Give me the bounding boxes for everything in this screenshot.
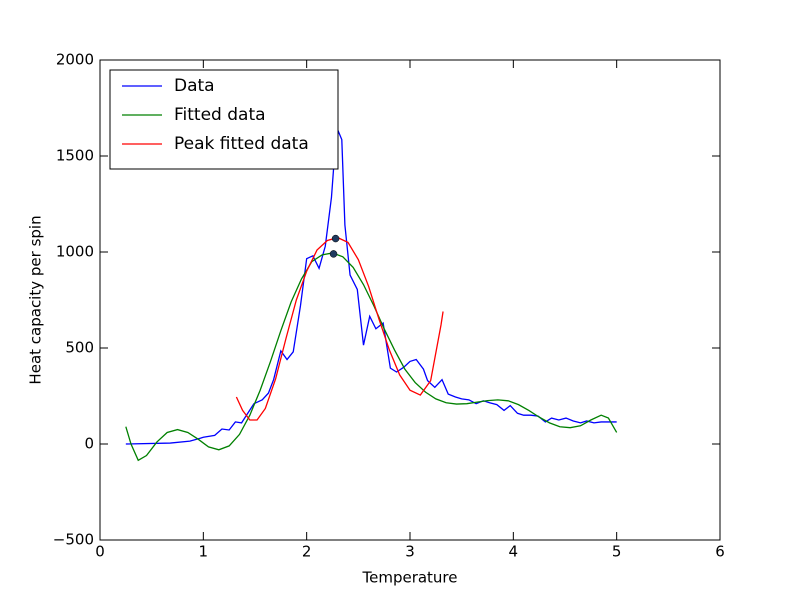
- y-tick-label: 500: [65, 339, 94, 357]
- x-tick-label: 3: [405, 543, 415, 561]
- data-line: [125, 252, 618, 462]
- y-tick-label: 2000: [56, 51, 94, 69]
- x-tick-label: 4: [509, 543, 519, 561]
- x-tick-label: 5: [612, 543, 622, 561]
- plot-area: [125, 126, 618, 462]
- x-axis-label: Temperature: [361, 569, 457, 587]
- legend-label: Data: [174, 76, 215, 96]
- y-tick-label: −500: [53, 531, 94, 549]
- y-axis-label: Heat capacity per spin: [27, 215, 45, 384]
- x-tick-label: 6: [715, 543, 725, 561]
- peak-marker: [331, 234, 340, 243]
- y-tick-label: 0: [84, 435, 94, 453]
- peak-marker: [329, 250, 338, 258]
- x-tick-label: 0: [95, 543, 105, 561]
- legend: Data Fitted data Peak fitted data: [109, 69, 339, 170]
- x-tick-label: 2: [302, 543, 312, 561]
- legend-label: Peak fitted data: [174, 134, 309, 154]
- y-tick-label: 1000: [56, 243, 94, 261]
- y-tick-label: 1500: [56, 147, 94, 165]
- x-tick-label: 1: [199, 543, 209, 561]
- legend-label: Fitted data: [174, 105, 266, 125]
